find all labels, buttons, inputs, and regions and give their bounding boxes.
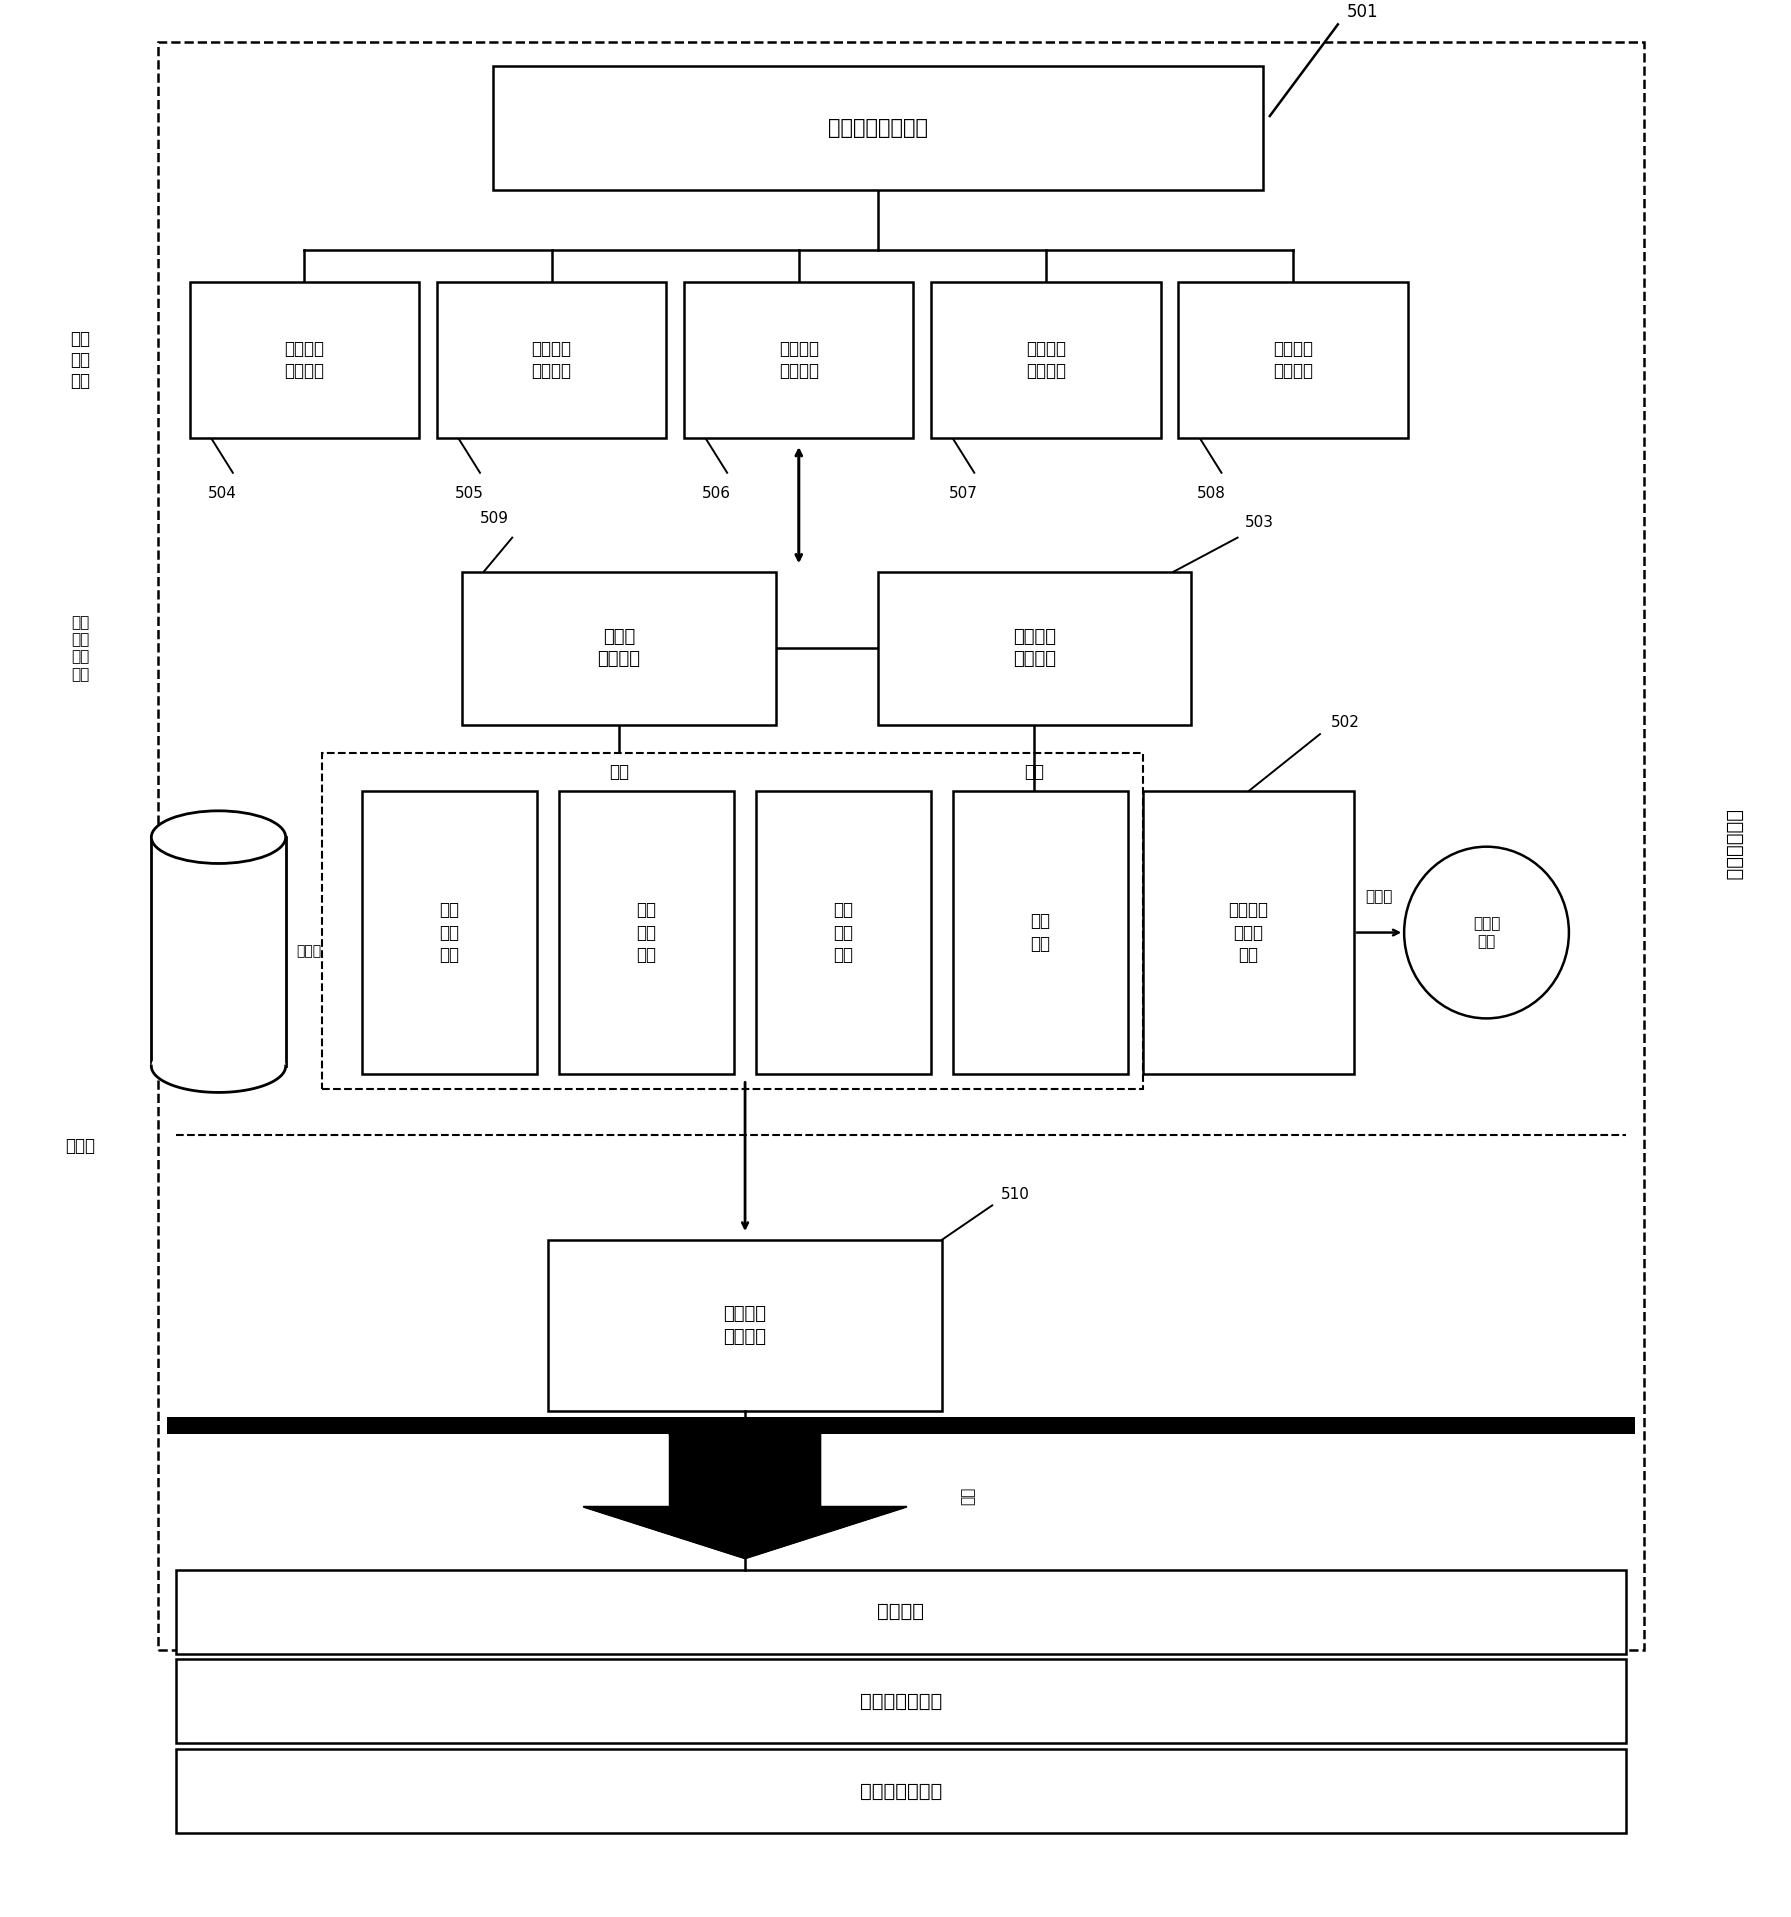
Text: 数据库
读写模块: 数据库 读写模块: [596, 629, 641, 669]
Text: 501: 501: [1347, 2, 1379, 21]
Bar: [462, 571, 776, 725]
Text: 串行化: 串行化: [1365, 889, 1393, 905]
Bar: [176, 1660, 1626, 1743]
Text: 仪器设备驱动包: 仪器设备驱动包: [860, 1781, 942, 1800]
Text: 504: 504: [208, 487, 236, 500]
Polygon shape: [584, 1434, 906, 1559]
Text: 测试函数
生成模块: 测试函数 生成模块: [724, 1305, 767, 1346]
Text: 503: 503: [1245, 516, 1273, 529]
Bar: [684, 282, 913, 439]
Text: 调用: 调用: [960, 1488, 974, 1505]
Bar: [176, 1748, 1626, 1833]
Ellipse shape: [150, 811, 285, 863]
Text: 测试流程
配置模块: 测试流程 配置模块: [779, 339, 818, 380]
Ellipse shape: [150, 1039, 285, 1093]
Bar: [1178, 282, 1408, 439]
Text: 505: 505: [455, 487, 484, 500]
Text: 测试软件系统: 测试软件系统: [1725, 811, 1743, 882]
Text: 总线板卡驱动包: 总线板卡驱动包: [860, 1693, 942, 1710]
Bar: [158, 42, 1644, 1651]
Text: 数据库: 数据库: [66, 1137, 95, 1156]
Bar: [559, 792, 734, 1074]
Bar: [437, 282, 666, 439]
Text: 设备驱动
配置模块: 设备驱动 配置模块: [1026, 339, 1066, 380]
Bar: [931, 282, 1161, 439]
Bar: [493, 67, 1263, 190]
Bar: [878, 571, 1191, 725]
Text: 生成: 生成: [609, 763, 629, 782]
Text: 仪器
组合
信息: 仪器 组合 信息: [636, 901, 657, 964]
Bar: [150, 838, 285, 1066]
Text: 测试算法
配置模块: 测试算法 配置模块: [1273, 339, 1313, 380]
Text: 操作系统: 操作系统: [878, 1603, 924, 1622]
Text: 测试平台程序模块: 测试平台程序模块: [827, 119, 928, 138]
Bar: [322, 753, 1143, 1089]
Text: 存储于: 存储于: [297, 945, 322, 958]
Text: 509: 509: [480, 512, 509, 525]
Text: 506: 506: [702, 487, 731, 500]
Text: 底层
文件
读写
模块: 底层 文件 读写 模块: [72, 615, 90, 682]
Text: 测试
算法: 测试 算法: [1030, 912, 1051, 953]
Ellipse shape: [1404, 847, 1569, 1018]
Bar: [756, 792, 931, 1074]
Bar: [362, 792, 537, 1074]
Text: 总线驱动
配置模块: 总线驱动 配置模块: [532, 339, 571, 380]
Text: 主控机
硬盘: 主控机 硬盘: [1472, 916, 1501, 949]
Bar: [1143, 792, 1354, 1074]
Text: 生成: 生成: [1024, 763, 1044, 782]
Text: 配置文件
读写模块: 配置文件 读写模块: [1012, 629, 1057, 669]
Text: 总线
驱动
信息: 总线 驱动 信息: [439, 901, 460, 964]
Text: 508: 508: [1196, 487, 1225, 500]
Text: 设备
驱动
信息: 设备 驱动 信息: [833, 901, 854, 964]
Text: 510: 510: [1001, 1187, 1030, 1202]
Text: 502: 502: [1331, 715, 1359, 730]
Bar: [176, 1570, 1626, 1654]
Bar: [190, 282, 419, 439]
Bar: [953, 792, 1128, 1074]
Text: 配置信息
二进制
文件: 配置信息 二进制 文件: [1229, 901, 1268, 964]
Text: 507: 507: [949, 487, 978, 500]
Text: 仪器设备
配置模块: 仪器设备 配置模块: [285, 339, 324, 380]
Bar: [548, 1240, 942, 1411]
Text: 人机
交互
部分: 人机 交互 部分: [70, 330, 91, 389]
Bar: [167, 1417, 1635, 1434]
